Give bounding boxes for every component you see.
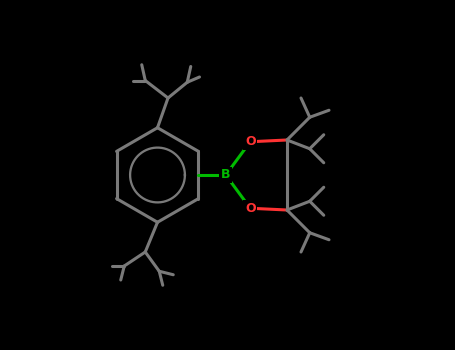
Text: B: B — [221, 168, 231, 182]
Text: O: O — [245, 135, 256, 148]
Text: O: O — [245, 202, 256, 215]
